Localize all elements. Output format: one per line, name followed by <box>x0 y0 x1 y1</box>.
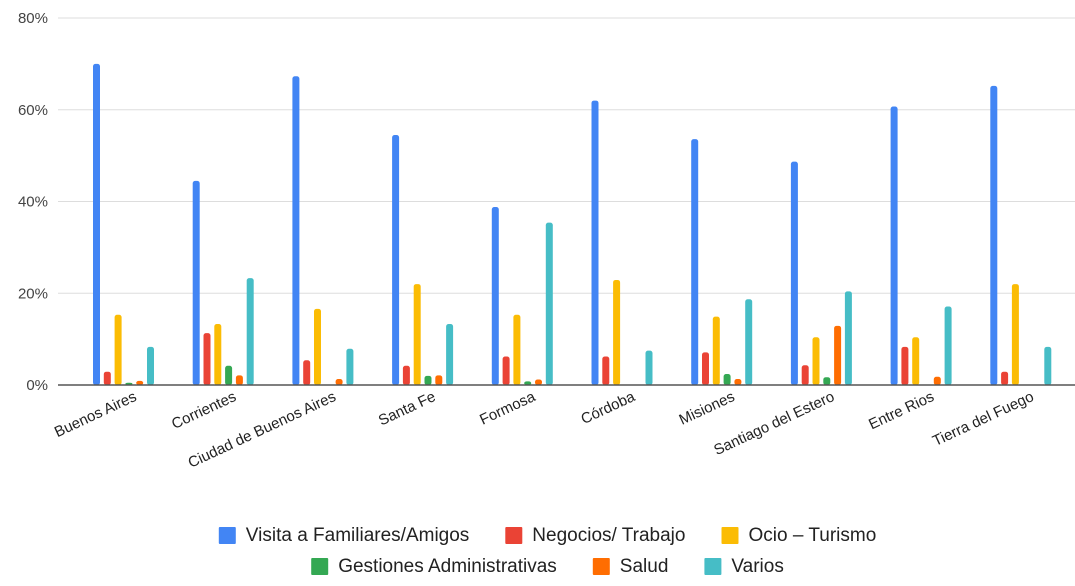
bar: Santa Fe — Gestiones Administrativas: 2% <box>424 375 432 385</box>
bar: Corrientes — Gestiones Administrativas: … <box>225 365 233 385</box>
bar: Santiago del Estero — Varios: 20.4% <box>844 291 852 385</box>
legend-label: Gestiones Administrativas <box>338 556 557 577</box>
bar: Entre Rios — Visita a Familiares/Amigos:… <box>890 106 898 385</box>
bar: Santiago del Estero — Gestiones Administ… <box>823 377 831 385</box>
bar: Formosa — Gestiones Administrativas: 0.8… <box>524 381 532 385</box>
legend-item: Ocio – Turismo <box>721 525 877 546</box>
bar: Formosa — Varios: 35.4% <box>545 222 553 385</box>
legend-swatch <box>592 558 610 575</box>
legend-item: Gestiones Administrativas <box>311 556 557 577</box>
bar: Entre Rios — Ocio – Turismo: 10.4% <box>912 337 920 385</box>
series-1: Buenos Aires — Negocios/ Trabajo: 2.9% Co… <box>103 333 1009 385</box>
legend-label: Visita a Familiares/Amigos <box>246 525 470 546</box>
bar: Santiago del Estero — Negocios/ Trabajo:… <box>801 365 809 385</box>
x-category-label: Formosa <box>477 388 538 429</box>
x-category-label: Corrientes <box>169 388 239 433</box>
legend-item: Salud <box>592 556 669 577</box>
bar: Corrientes — Varios: 23.3% <box>246 278 254 385</box>
x-category-label: Córdoba <box>578 388 638 428</box>
bar: Tierra del Fuego — Varios: 8.3% <box>1044 346 1052 385</box>
y-axis-tick-labels: 0% 20% 40% 60% 80% <box>18 10 48 394</box>
legend-swatch <box>218 527 236 544</box>
bar: Buenos Aires — Visita a Familiares/Amigo… <box>93 63 100 386</box>
bar: Misiones — Ocio – Turismo: 14.9% <box>712 316 720 385</box>
bar: Misiones — Varios: 18.7% <box>745 299 753 385</box>
bar: Córdoba — Varios: 7.5% <box>645 350 653 385</box>
bar: Santa Fe — Ocio – Turismo: 22% <box>413 284 421 385</box>
bar: Formosa — Salud: 1.2% <box>535 379 542 385</box>
y-tick-label: 0% <box>26 377 48 394</box>
bar: Buenos Aires — Salud: 0.9% <box>136 380 144 385</box>
bar: Corrientes — Salud: 2.1% <box>235 375 243 385</box>
bar: Santa Fe — Visita a Familiares/Amigos: 5… <box>392 134 400 385</box>
bar: Corrientes — Negocios/ Trabajo: 11.3% <box>203 333 211 385</box>
bar: Entre Rios — Varios: 17.1% <box>944 306 952 385</box>
bar: Ciudad de Buenos Aires — Ocio – Turismo:… <box>314 308 321 385</box>
legend-swatch <box>721 527 739 544</box>
bar: Santiago del Estero — Ocio – Turismo: 10… <box>812 337 820 385</box>
bar: Santiago del Estero — Visita a Familiare… <box>790 161 798 385</box>
legend-label: Ocio – Turismo <box>749 525 877 546</box>
legend-swatch <box>311 558 329 575</box>
bar: Corrientes — Visita a Familiares/Amigos:… <box>192 180 200 385</box>
legend-swatch <box>704 558 722 575</box>
bar: Córdoba — Visita a Familiares/Amigos: 62… <box>591 100 599 385</box>
bar: Ciudad de Buenos Aires — Visita a Famili… <box>292 76 300 385</box>
legend-label: Varios <box>731 556 783 577</box>
bar: Formosa — Negocios/ Trabajo: 6.2% <box>502 356 510 385</box>
bar: Buenos Aires — Negocios/ Trabajo: 2.9% <box>103 371 111 385</box>
x-category-label: Santa Fe <box>376 388 438 429</box>
legend-item: Varios <box>704 556 784 577</box>
bar: Entre Rios — Negocios/ Trabajo: 8.3% <box>901 346 909 385</box>
bar: Formosa — Ocio – Turismo: 15.3% <box>513 314 521 385</box>
x-category-label: Misiones <box>677 388 738 428</box>
bar: Ciudad de Buenos Aires — Varios: 7.9% <box>346 348 354 385</box>
bar: Buenos Aires — Ocio – Turismo: 15.3% <box>114 314 122 385</box>
legend: Visita a Familiares/Amigos Negocios/ Trab… <box>218 525 877 577</box>
bar: Ciudad de Buenos Aires — Salud: 1.3% <box>335 379 343 385</box>
bar: Santa Fe — Negocios/ Trabajo: 4.2% <box>402 365 410 385</box>
bar: Corrientes — Ocio – Turismo: 13.3% <box>214 323 222 385</box>
bar: Santa Fe — Varios: 13.3% <box>446 323 454 385</box>
series-5: Buenos Aires — Varios: 8.3% Corrientes — … <box>147 222 1052 385</box>
x-category-label: Buenos Aires <box>52 388 139 441</box>
bar: Santiago del Estero — Salud: 12.9% <box>834 325 842 385</box>
y-tick-label: 20% <box>18 285 48 302</box>
bar: Entre Rios — Salud: 1.8% <box>933 376 941 385</box>
bar: Misiones — Negocios/ Trabajo: 7.1% <box>702 352 709 385</box>
bar: Tierra del Fuego — Ocio – Turismo: 22% <box>1011 284 1019 385</box>
bar: Tierra del Fuego — Negocios/ Trabajo: 2.… <box>1001 371 1009 385</box>
bar: Misiones — Visita a Familiares/Amigos: 5… <box>691 139 699 385</box>
y-tick-label: 80% <box>18 10 48 27</box>
legend-item: Visita a Familiares/Amigos <box>218 525 470 546</box>
bar: Misiones — Salud: 1.3% <box>734 379 742 385</box>
bar: Ciudad de Buenos Aires — Negocios/ Traba… <box>303 360 311 385</box>
bar: Córdoba — Negocios/ Trabajo: 6.2% <box>602 356 610 385</box>
y-tick-label: 60% <box>18 102 48 119</box>
bar: Formosa — Visita a Familiares/Amigos: 38… <box>491 207 499 385</box>
bar: Córdoba — Ocio – Turismo: 22.9% <box>613 279 621 385</box>
gridlines <box>58 17 1075 294</box>
series-4: Buenos Aires — Salud: 0.9% Corrientes — S… <box>136 325 941 385</box>
bars: Buenos Aires — Visita a Familiares/Amigo… <box>93 63 1052 386</box>
bar: Tierra del Fuego — Visita a Familiares/A… <box>990 85 998 385</box>
series-0: Buenos Aires — Visita a Familiares/Amigo… <box>93 63 998 386</box>
bar: Santa Fe — Salud: 2.1% <box>435 375 443 385</box>
series-2: Buenos Aires — Ocio – Turismo: 15.3% Corr… <box>114 279 1019 385</box>
legend-label: Salud <box>620 556 669 577</box>
y-tick-label: 40% <box>18 194 48 211</box>
x-category-label: Entre Rios <box>866 388 937 433</box>
x-category-label: Tierra del Fuego <box>930 388 1036 450</box>
bar: Buenos Aires — Varios: 8.3% <box>147 346 154 385</box>
legend-label: Negocios/ Trabajo <box>532 525 685 546</box>
bar: Misiones — Gestiones Administrativas: 2.… <box>723 373 731 385</box>
legend-item: Negocios/ Trabajo <box>505 525 685 546</box>
legend-swatch <box>505 527 523 544</box>
series-3: Buenos Aires — Gestiones Administrativas… <box>125 365 831 385</box>
